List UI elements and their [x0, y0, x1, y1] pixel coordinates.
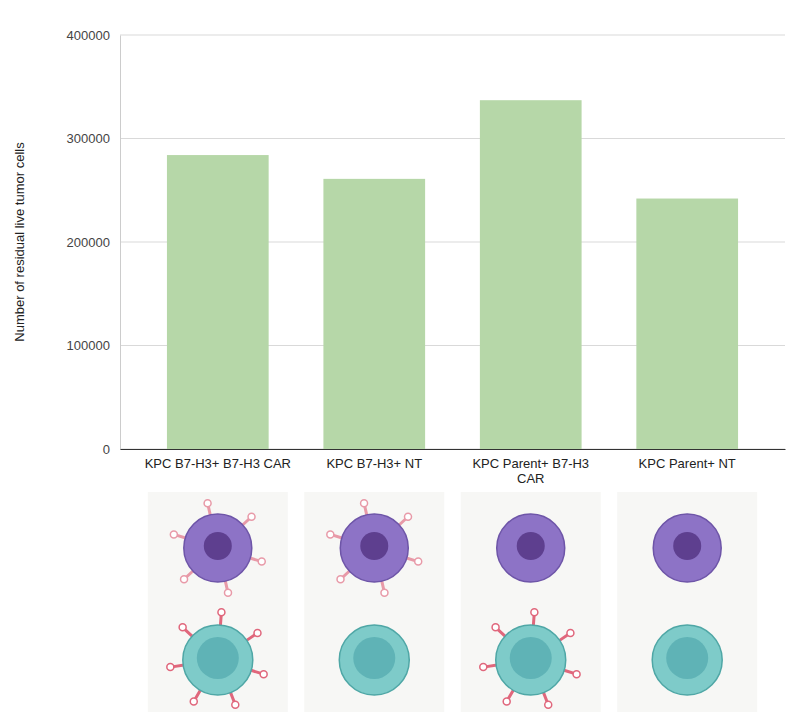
tumor-cell — [184, 514, 252, 582]
illustration-panel — [617, 492, 757, 712]
receptor-head — [167, 664, 174, 671]
receptor-head — [232, 701, 239, 708]
receptor-head — [170, 531, 177, 538]
bar — [323, 179, 425, 449]
receptor-head — [224, 589, 231, 596]
receptor-head — [204, 500, 211, 507]
receptor-head — [545, 701, 552, 708]
tumor-nucleus — [517, 532, 545, 560]
y-axis-title: Number of residual live tumor cells — [12, 142, 27, 342]
tumor-cell — [340, 514, 408, 582]
grid-line — [120, 138, 785, 139]
y-tick: 0 — [103, 442, 120, 457]
y-tick-label: 200000 — [67, 235, 110, 250]
x-tick-label: KPC Parent+ B7-H3CAR — [472, 456, 589, 486]
receptor-head — [381, 589, 388, 596]
tumor-nucleus — [204, 532, 232, 560]
receptor-head — [573, 671, 580, 678]
tumor-nucleus — [360, 532, 388, 560]
y-tick-label: 300000 — [67, 131, 110, 146]
bar — [480, 100, 582, 449]
y-tick: 400000 — [67, 28, 120, 43]
bar — [167, 155, 269, 449]
y-tick: 100000 — [67, 338, 120, 353]
y-tick: 200000 — [67, 235, 120, 250]
receptor-head — [361, 500, 368, 507]
receptor-head — [415, 558, 422, 565]
receptor-head — [190, 698, 197, 705]
y-tick: 300000 — [67, 131, 120, 146]
cell-pair — [461, 492, 601, 712]
tumor-nucleus — [673, 532, 701, 560]
grid-line — [120, 35, 785, 36]
t-cell — [652, 625, 722, 695]
y-tick-label: 400000 — [67, 28, 110, 43]
receptor-head — [258, 558, 265, 565]
x-tick-label: KPC B7-H3+ B7-H3 CAR — [145, 456, 291, 471]
cell-pair — [304, 492, 444, 712]
receptor-head — [337, 576, 344, 583]
y-tick-label: 100000 — [67, 338, 110, 353]
t-cell — [496, 625, 566, 695]
x-axis: KPC B7-H3+ B7-H3 CAR KPC B7-H3+ NT KPC Par… — [121, 449, 786, 486]
x-tick-label: KPC Parent+ NT — [639, 456, 736, 471]
chart: 0 100000 200000 300000 400000 KPC B7-H3+ B7-H… — [0, 0, 794, 716]
receptor-head — [480, 664, 487, 671]
y-tick-label: 0 — [103, 442, 110, 457]
receptor-head — [179, 624, 186, 631]
illustration-panel — [304, 492, 444, 712]
receptor-head — [492, 624, 499, 631]
x-tick-label: KPC B7-H3+ NT — [326, 456, 422, 471]
receptor-head — [181, 576, 188, 583]
y-axis-line — [120, 36, 121, 450]
receptor-head — [567, 629, 574, 636]
tumor-cell — [497, 514, 565, 582]
t-cell-nucleus — [510, 637, 552, 679]
x-axis-line — [121, 449, 786, 450]
receptor-head — [260, 671, 267, 678]
t-cell-nucleus — [666, 637, 708, 679]
cell-pair — [617, 492, 757, 712]
illustrations — [148, 492, 757, 712]
y-axis: 0 100000 200000 300000 400000 — [67, 28, 121, 457]
bar — [636, 199, 738, 449]
receptor-head — [248, 513, 255, 520]
bars — [167, 100, 738, 449]
illustration-panel — [461, 492, 601, 712]
x-tick: KPC Parent+ NT — [639, 449, 736, 471]
t-cell-nucleus — [353, 637, 395, 679]
receptor-head — [405, 513, 412, 520]
grid — [120, 35, 785, 449]
receptor-head — [218, 609, 225, 616]
t-cell — [339, 625, 409, 695]
cell-pair — [148, 492, 288, 712]
t-cell-nucleus — [197, 637, 239, 679]
x-tick: KPC Parent+ B7-H3CAR — [472, 449, 589, 486]
x-tick: KPC B7-H3+ B7-H3 CAR — [145, 449, 291, 471]
tumor-cell — [653, 514, 721, 582]
x-tick: KPC B7-H3+ NT — [326, 449, 422, 471]
receptor-head — [327, 531, 334, 538]
t-cell — [183, 625, 253, 695]
illustration-panel — [148, 492, 288, 712]
receptor-head — [254, 629, 261, 636]
receptor-head — [503, 698, 510, 705]
receptor-head — [531, 609, 538, 616]
